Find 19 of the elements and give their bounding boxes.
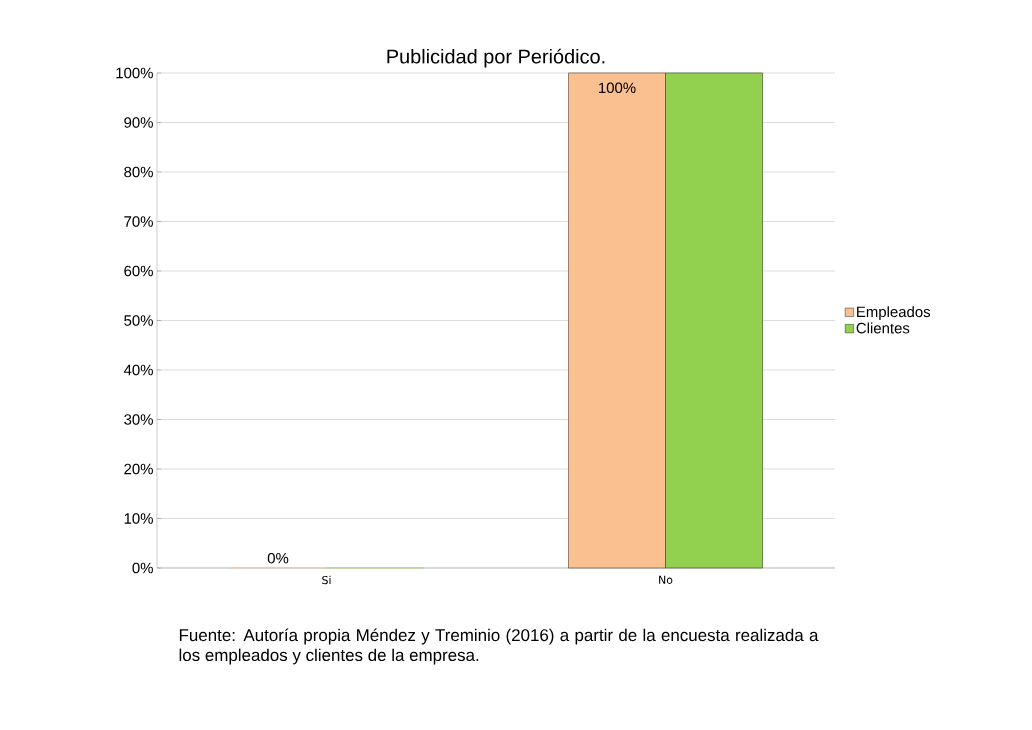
- data-label: 100%: [599, 82, 636, 94]
- x-tick-label: Si: [322, 575, 331, 585]
- y-tick-label: 10%: [124, 513, 153, 524]
- y-tick-label: 20%: [124, 463, 153, 475]
- y-tick-label: 80%: [124, 166, 153, 178]
- y-tick-label: 30%: [124, 414, 153, 425]
- source-note: Fuente: Autoría propia Méndez y Treminio (2016) a partir de la encuesta realizada a los empleados y clientes de la empresa.: [179, 628, 819, 665]
- legend-label: Clientes: [856, 322, 910, 334]
- y-tick-label: 90%: [124, 117, 153, 128]
- legend-label: Empleados: [857, 306, 931, 321]
- y-tick-label: 100%: [116, 67, 153, 79]
- y-tick-label: 40%: [123, 364, 153, 376]
- data-label: 0%: [267, 552, 289, 564]
- y-tick-label: 60%: [124, 265, 153, 277]
- y-tick-label: 0%: [132, 562, 153, 574]
- x-tick-label: No: [659, 575, 673, 584]
- y-tick-label: 50%: [124, 315, 153, 326]
- chart-title: Publicidad por Periódico.: [387, 48, 605, 68]
- y-tick-label: 70%: [124, 216, 153, 227]
